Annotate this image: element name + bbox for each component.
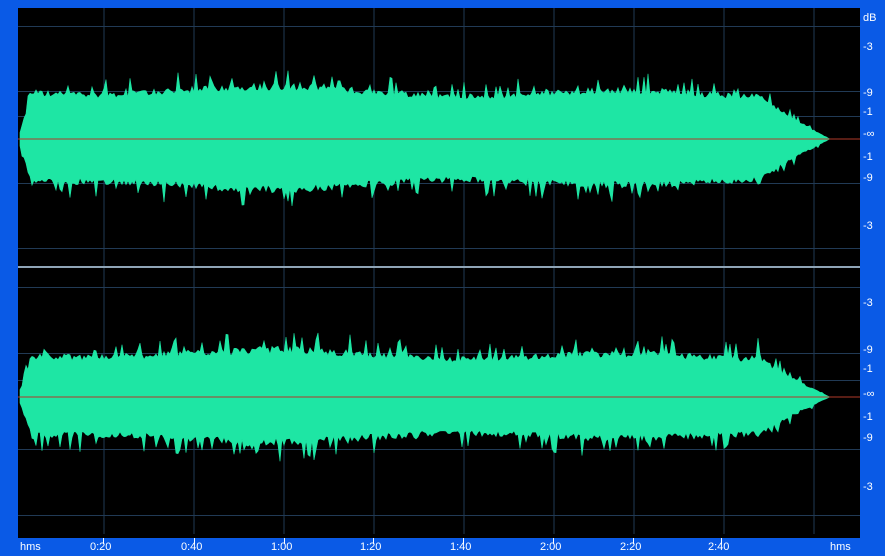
db-label: -3: [863, 220, 873, 232]
waveform-display[interactable]: [18, 8, 860, 538]
time-mark: 2:40: [708, 541, 730, 553]
channel-2-waveform[interactable]: [18, 268, 860, 534]
db-label: -1: [863, 363, 873, 375]
db-label: -9: [863, 87, 873, 99]
channel-separator[interactable]: [18, 266, 860, 268]
db-label: -1: [863, 151, 873, 163]
time-tick: [194, 538, 195, 544]
db-label: -3: [863, 41, 873, 53]
db-label: -3: [863, 481, 873, 493]
time-mark: 0:20: [90, 541, 112, 553]
db-label: -1: [863, 411, 873, 423]
time-ruler[interactable]: hms 0:20 0:40 1:00 1:20 1:40 2:00 2:20 2…: [18, 538, 885, 556]
channel-1-svg: [18, 8, 860, 266]
channel-1-waveform[interactable]: [18, 8, 860, 266]
db-label: -9: [863, 172, 873, 184]
db-scale-ruler: dB -3 -9 -1 -∞ -1 -9 -3 -3 -9 -1 -∞ -1 -…: [860, 8, 885, 538]
time-tick: [463, 538, 464, 544]
time-tick: [553, 538, 554, 544]
db-label: -1: [863, 106, 873, 118]
time-mark: 2:20: [620, 541, 642, 553]
time-tick: [633, 538, 634, 544]
db-label: -9: [863, 344, 873, 356]
time-tick: [103, 538, 104, 544]
db-label: -9: [863, 432, 873, 444]
time-mark: 1:00: [271, 541, 293, 553]
db-unit-label: dB: [863, 12, 877, 24]
db-label: -∞: [863, 388, 875, 400]
time-mark: 2:00: [540, 541, 562, 553]
time-mark: 0:40: [181, 541, 203, 553]
time-tick: [373, 538, 374, 544]
time-mark: 1:40: [450, 541, 472, 553]
db-label: -3: [863, 297, 873, 309]
time-unit-start: hms: [20, 541, 41, 553]
time-unit-end: hms: [830, 541, 851, 553]
time-mark: 1:20: [360, 541, 382, 553]
time-tick: [721, 538, 722, 544]
db-label: -∞: [863, 128, 875, 140]
time-tick: [284, 538, 285, 544]
channel-2-svg: [18, 268, 860, 534]
channel-1-wave: [19, 70, 831, 207]
